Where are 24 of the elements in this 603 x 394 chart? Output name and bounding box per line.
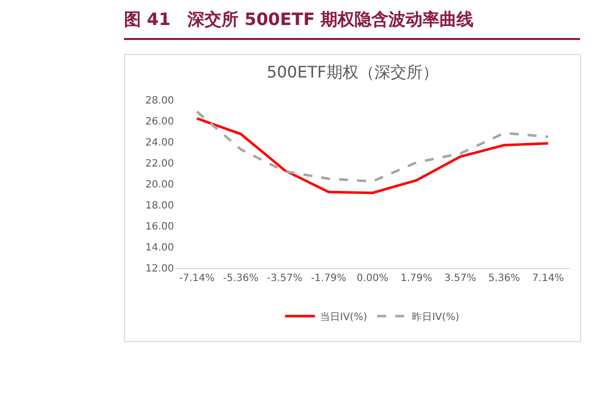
x-tick-label: 0.00% <box>356 273 388 284</box>
y-tick-label: 26.00 <box>145 116 174 128</box>
x-tick-label: 3.57% <box>444 273 476 284</box>
y-tick-label: 28.00 <box>145 96 174 106</box>
y-tick-label: 16.00 <box>145 222 174 232</box>
y-tick-label: 12.00 <box>145 264 174 274</box>
x-tick-label: -7.14% <box>179 273 215 284</box>
y-tick-label: 20.00 <box>145 180 174 190</box>
legend-label: 昨日IV(%) <box>412 311 460 323</box>
y-tick-label: 18.00 <box>145 200 174 212</box>
x-tick-label: -1.79% <box>310 273 346 284</box>
x-tick-label: 7.14% <box>532 273 564 284</box>
x-tick-label: -5.36% <box>223 273 259 284</box>
line-series <box>196 110 550 183</box>
x-tick-label: 1.79% <box>400 273 432 284</box>
y-tick-label: 14.00 <box>145 242 174 254</box>
x-tick-label: -3.57% <box>267 273 302 284</box>
chart-title: 图 41 深交所 500ETF 期权隐含波动率曲线 <box>124 9 474 31</box>
line-series <box>196 117 550 194</box>
legend-label: 当日IV(%) <box>320 311 368 323</box>
chart-subtitle: 500ETF期权（深交所） <box>266 62 438 82</box>
x-tick-label: 5.36% <box>488 273 520 284</box>
y-tick-label: 24.00 <box>145 138 174 148</box>
y-tick-label: 22.00 <box>145 158 174 170</box>
